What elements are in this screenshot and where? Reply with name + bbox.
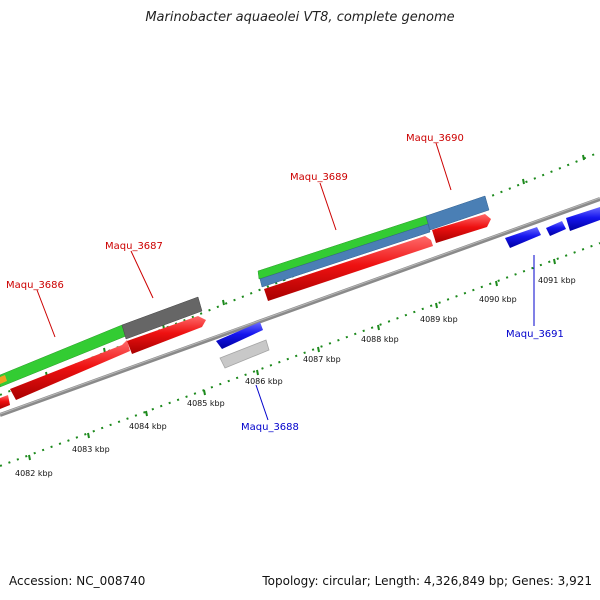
cds-forward-maqu-3685 [0,395,10,409]
inner-major-ticks [28,258,556,461]
ruler-label: 4084 kbp [129,422,167,431]
gene-label-maqu-3691[interactable]: Maqu_3691 [506,329,564,340]
cds-forward-maqu-3690 [432,214,491,243]
ruler-label: 4088 kbp [361,335,399,344]
ruler-label: 4082 kbp [15,469,53,478]
gene-label-maqu-3686[interactable]: Maqu_3686 [6,280,64,291]
blast-hit-dark-gray [121,296,203,340]
genome-summary-text: Topology: circular; Length: 4,326,849 bp… [262,574,592,588]
ruler-label: 4090 kbp [479,295,517,304]
gene-label-maqu-3689[interactable]: Maqu_3689 [290,172,348,183]
map-title: Marinobacter aquaeolei VT8, complete gen… [145,10,455,25]
ruler-label: 4089 kbp [420,315,458,324]
label-leaders [36,142,535,421]
cds-pseudo-gray [219,339,270,369]
cds-reverse-maqu-3688 [216,322,263,349]
blast-hit-orange-stub [0,375,7,384]
cds-reverse-maqu-3692 [566,207,600,231]
accession-text: Accession: NC_008740 [9,574,146,588]
blast-hit-steel-right [425,195,490,231]
genome-backbone [0,197,600,417]
cds-forward-maqu-3686 [10,340,130,400]
ruler-label: 4085 kbp [187,399,225,408]
gene-label-maqu-3687[interactable]: Maqu_3687 [105,241,163,252]
ruler-label: 4083 kbp [72,445,110,454]
cds-forward-maqu-3689 [264,236,433,301]
cds-forward-maqu-3687 [127,316,206,354]
gene-label-maqu-3688[interactable]: Maqu_3688 [241,422,299,433]
ruler-label: 4086 kbp [245,377,283,386]
blast-hit-steel-center [259,223,431,288]
cds-reverse-maqu-3691a [505,227,541,248]
gene-label-maqu-3690[interactable]: Maqu_3690 [406,133,464,144]
ruler-labels: 4082 kbp 4083 kbp 4084 kbp 4085 kbp 4086… [15,276,576,478]
ruler-label: 4091 kbp [538,276,576,285]
inner-ruler-track [0,242,600,467]
genome-backbone-highlight [0,197,600,415]
cds-reverse-maqu-3691b [546,221,566,236]
ruler-label: 4087 kbp [303,355,341,364]
